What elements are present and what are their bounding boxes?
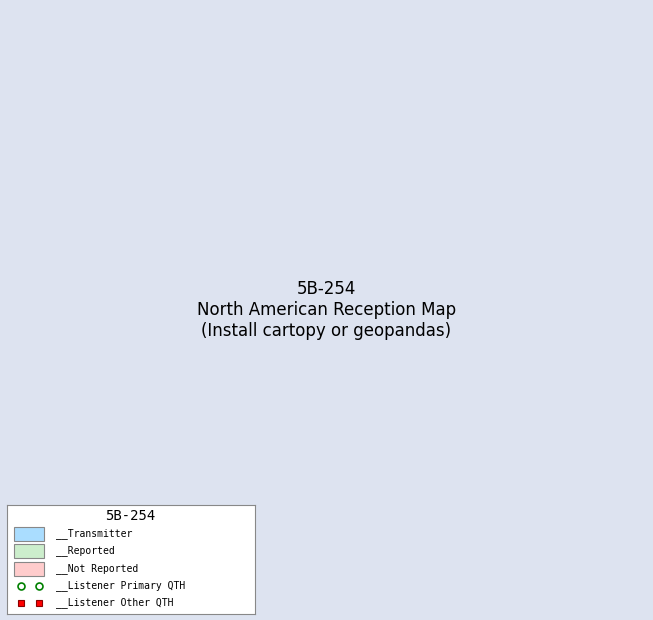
Text: 5B-254: 5B-254 <box>106 509 155 523</box>
Text: __Listener Primary QTH: __Listener Primary QTH <box>56 580 185 591</box>
Bar <box>14 527 44 541</box>
Text: __Listener Other QTH: __Listener Other QTH <box>56 598 174 608</box>
Text: __Reported: __Reported <box>56 546 115 556</box>
Bar <box>14 544 44 559</box>
Text: __Not Reported: __Not Reported <box>56 563 138 574</box>
Text: 5B-254
North American Reception Map
(Install cartopy or geopandas): 5B-254 North American Reception Map (Ins… <box>197 280 456 340</box>
Text: __Transmitter: __Transmitter <box>56 528 133 539</box>
Bar <box>14 562 44 576</box>
